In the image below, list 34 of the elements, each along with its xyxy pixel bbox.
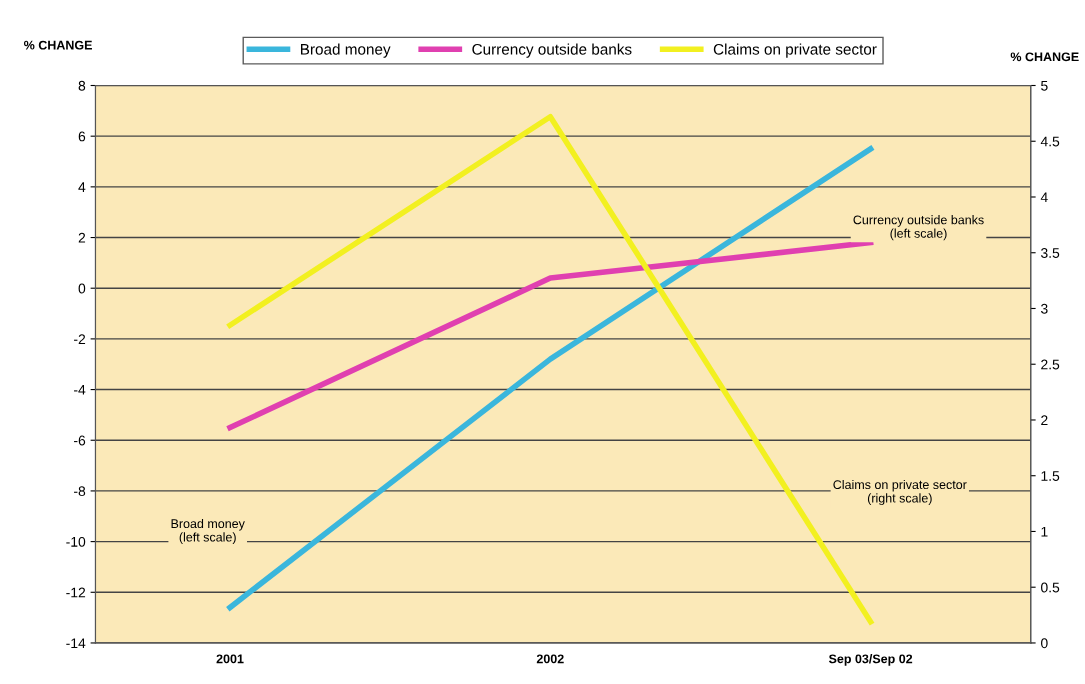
y2-tick-label: 4.5 <box>1040 136 1060 147</box>
y-tick-label: -12 <box>66 587 86 598</box>
legend-label: Claims on private sector <box>713 43 877 58</box>
y2-tick-label: 1.5 <box>1041 471 1060 481</box>
y-tick-label: -8 <box>74 486 86 497</box>
legend-label: Currency outside banks <box>472 43 632 58</box>
y2-tick-label: 5 <box>1041 80 1048 91</box>
y2-tick-label: 3.5 <box>1041 248 1060 258</box>
y2-tick-label: 4 <box>1040 192 1048 203</box>
y2-tick-label: 0.5 <box>1041 582 1060 593</box>
y2-tick-label: 2 <box>1041 415 1048 426</box>
y-tick-label: -10 <box>66 536 86 547</box>
y-tick-label: -6 <box>74 435 86 446</box>
annotation: Broad money (left scale) <box>171 518 245 545</box>
y-tick-label: -2 <box>74 334 86 344</box>
annotation: Claims on private sector (right scale) <box>833 479 967 505</box>
y2-tick-label: 1 <box>1041 526 1048 537</box>
y-tick-label: 6 <box>78 131 86 142</box>
y-tick-label: 8 <box>78 80 86 91</box>
annotation: Currency outside banks (left scale) <box>853 215 984 241</box>
x-tick-label: Sep 03/Sep 02 <box>828 654 913 666</box>
y-tick-label: -14 <box>66 638 86 648</box>
y2-tick-label: 3 <box>1041 303 1048 314</box>
y-axis-title: % CHANGE <box>24 40 92 50</box>
legend-label: Broad money <box>301 43 391 58</box>
y-tick-label: 4 <box>78 182 86 192</box>
y-tick-label: 2 <box>78 232 86 243</box>
y-tick-label: 0 <box>78 283 86 294</box>
y-tick-label: -4 <box>74 385 86 395</box>
y2-tick-label: 0 <box>1041 638 1048 649</box>
y2-tick-label: 2.5 <box>1041 359 1060 370</box>
y2-axis-title: % CHANGE <box>1010 52 1079 62</box>
x-tick-label: 2002 <box>536 654 564 664</box>
x-tick-label: 2001 <box>216 654 244 664</box>
